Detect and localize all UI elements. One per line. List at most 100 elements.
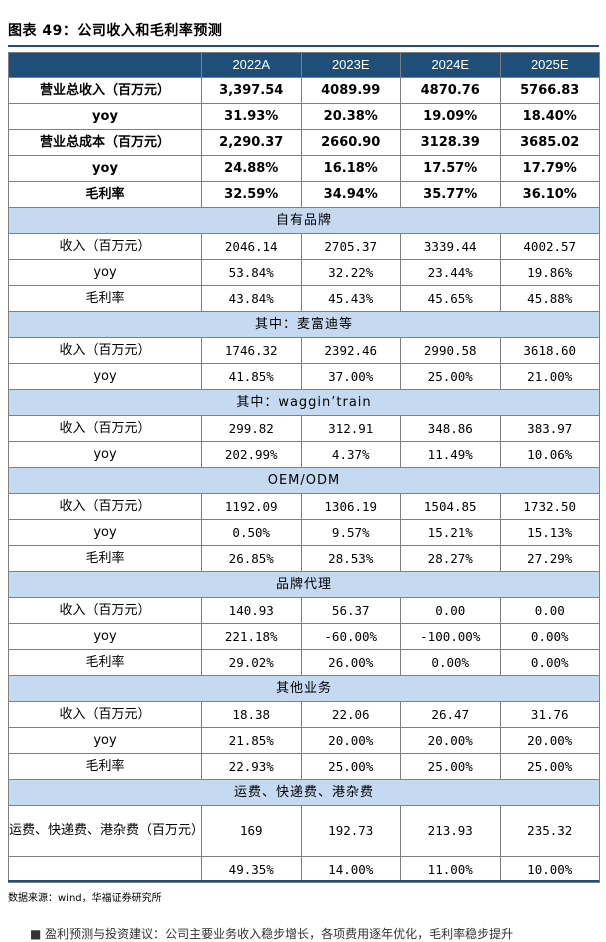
value-cell: 34.94% <box>300 181 401 208</box>
section-title: 其中：waggin’train <box>8 389 600 416</box>
value-cell: 32.59% <box>201 181 302 208</box>
value-cell: 2705.37 <box>300 233 401 260</box>
value-cell: 28.27% <box>400 545 501 572</box>
table-row: 收入（百万元） 1192.09 1306.19 1504.85 1732.50 <box>8 493 600 520</box>
value-cell: 21.00% <box>499 363 600 390</box>
row-label: 毛利率 <box>8 753 202 780</box>
value-cell: 36.10% <box>499 181 600 208</box>
value-cell: 20.00% <box>300 727 401 754</box>
value-cell: 383.97 <box>499 415 600 442</box>
table-row: 毛利率 43.84% 45.43% 45.65% 45.88% <box>8 285 600 312</box>
summary-row: 营业总成本（百万元） 2,290.37 2660.90 3128.39 3685.02 <box>8 129 600 156</box>
summary-row: yoy 31.93% 20.38% 19.09% 18.40% <box>8 103 600 130</box>
value-cell: 9.57% <box>300 519 401 546</box>
value-cell: 0.50% <box>201 519 302 546</box>
value-cell: 45.43% <box>300 285 401 312</box>
value-cell: 26.00% <box>300 649 401 676</box>
value-cell: 1306.19 <box>300 493 401 520</box>
value-cell: 140.93 <box>201 597 302 624</box>
value-cell: 45.88% <box>499 285 600 312</box>
value-cell: -100.00% <box>400 623 501 650</box>
row-label: yoy <box>8 727 202 754</box>
row-label: yoy <box>8 155 202 182</box>
table-row: 毛利率 26.85% 28.53% 28.27% 27.29% <box>8 545 600 572</box>
value-cell: 29.02% <box>201 649 302 676</box>
value-cell: 4.37% <box>300 441 401 468</box>
value-cell: 22.06 <box>300 701 401 728</box>
forecast-table: 2022A 2023E 2024E 2025E 营业总收入（百万元） 3,397.… <box>8 52 600 883</box>
header-cell-2024e: 2024E <box>400 52 501 78</box>
row-label: yoy <box>8 623 202 650</box>
value-cell: 1746.32 <box>201 337 302 364</box>
value-cell: 2392.46 <box>300 337 401 364</box>
value-cell: 169 <box>201 805 302 857</box>
value-cell: 348.86 <box>400 415 501 442</box>
value-cell: 2990.58 <box>400 337 501 364</box>
value-cell: 15.13% <box>499 519 600 546</box>
value-cell: 2660.90 <box>300 129 401 156</box>
value-cell: 3339.44 <box>400 233 501 260</box>
row-label: yoy <box>8 441 202 468</box>
value-cell: 0.00% <box>499 649 600 676</box>
value-cell: 17.57% <box>400 155 501 182</box>
table-row: 毛利率 22.93% 25.00% 25.00% 25.00% <box>8 753 600 780</box>
table-row: 收入（百万元） 140.93 56.37 0.00 0.00 <box>8 597 600 624</box>
value-cell: 213.93 <box>400 805 501 857</box>
value-cell: -60.00% <box>300 623 401 650</box>
row-label: 收入（百万元） <box>8 701 202 728</box>
value-cell: 22.93% <box>201 753 302 780</box>
value-cell: 21.85% <box>201 727 302 754</box>
value-cell: 26.85% <box>201 545 302 572</box>
value-cell: 45.65% <box>400 285 501 312</box>
value-cell: 25.00% <box>300 753 401 780</box>
value-cell: 16.18% <box>300 155 401 182</box>
table-row: 收入（百万元） 18.38 22.06 26.47 31.76 <box>8 701 600 728</box>
table-row: 收入（百万元） 299.82 312.91 348.86 383.97 <box>8 415 600 442</box>
section-header-row: 其中：麦富迪等 <box>8 311 600 338</box>
value-cell: 192.73 <box>300 805 401 857</box>
value-cell: 17.79% <box>499 155 600 182</box>
value-cell: 1504.85 <box>400 493 501 520</box>
row-label: 收入（百万元） <box>8 597 202 624</box>
value-cell: 28.53% <box>300 545 401 572</box>
value-cell: 5766.83 <box>499 77 600 104</box>
summary-row: 毛利率 32.59% 34.94% 35.77% 36.10% <box>8 181 600 208</box>
header-cell-blank <box>8 52 202 78</box>
value-cell: 235.32 <box>499 805 600 857</box>
value-cell: 41.85% <box>201 363 302 390</box>
value-cell: 15.21% <box>400 519 501 546</box>
value-cell: 25.00% <box>400 753 501 780</box>
table-row: 收入（百万元） 1746.32 2392.46 2990.58 3618.60 <box>8 337 600 364</box>
value-cell: 24.88% <box>201 155 302 182</box>
header-cell-2022a: 2022A <box>201 52 302 78</box>
value-cell: 49.35% <box>201 856 302 883</box>
value-cell: 56.37 <box>300 597 401 624</box>
footer-cut-text: ■ 盈利预测与投资建议：公司主要业务收入稳步增长，各项费用逐年优化，毛利率稳步提… <box>30 927 514 941</box>
row-label: yoy <box>8 103 202 130</box>
row-label: yoy <box>8 259 202 286</box>
row-label <box>8 856 202 883</box>
table-row: yoy 21.85% 20.00% 20.00% 20.00% <box>8 727 600 754</box>
value-cell: 312.91 <box>300 415 401 442</box>
row-label: 毛利率 <box>8 181 202 208</box>
table-row: 毛利率 29.02% 26.00% 0.00% 0.00% <box>8 649 600 676</box>
row-label: 运费、快递费、港杂费（百万元） <box>8 805 204 857</box>
value-cell: 26.47 <box>400 701 501 728</box>
table-row: 收入（百万元） 2046.14 2705.37 3339.44 4002.57 <box>8 233 600 260</box>
section-title: OEM/ODM <box>8 467 600 494</box>
value-cell: 53.84% <box>201 259 302 286</box>
row-label: 营业总成本（百万元） <box>8 129 202 156</box>
row-label: 收入（百万元） <box>8 337 202 364</box>
value-cell: 14.00% <box>300 856 401 883</box>
table-row: yoy 202.99% 4.37% 11.49% 10.06% <box>8 441 600 468</box>
table-row: 运费、快递费、港杂费（百万元） 169 192.73 213.93 235.32 <box>8 805 600 857</box>
value-cell: 0.00 <box>400 597 501 624</box>
value-cell: 221.18% <box>201 623 302 650</box>
section-header-row: 品牌代理 <box>8 571 600 598</box>
row-label: 营业总收入（百万元） <box>8 77 202 104</box>
table-row: yoy 221.18% -60.00% -100.00% 0.00% <box>8 623 600 650</box>
title-rule <box>8 45 599 47</box>
value-cell: 3,397.54 <box>201 77 302 104</box>
value-cell: 25.00% <box>499 753 600 780</box>
value-cell: 23.44% <box>400 259 501 286</box>
